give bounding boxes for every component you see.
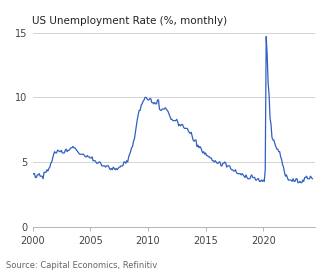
Text: US Unemployment Rate (%, monthly): US Unemployment Rate (%, monthly) bbox=[32, 16, 228, 26]
Text: Source: Capital Economics, Refinitiv: Source: Capital Economics, Refinitiv bbox=[6, 261, 158, 270]
